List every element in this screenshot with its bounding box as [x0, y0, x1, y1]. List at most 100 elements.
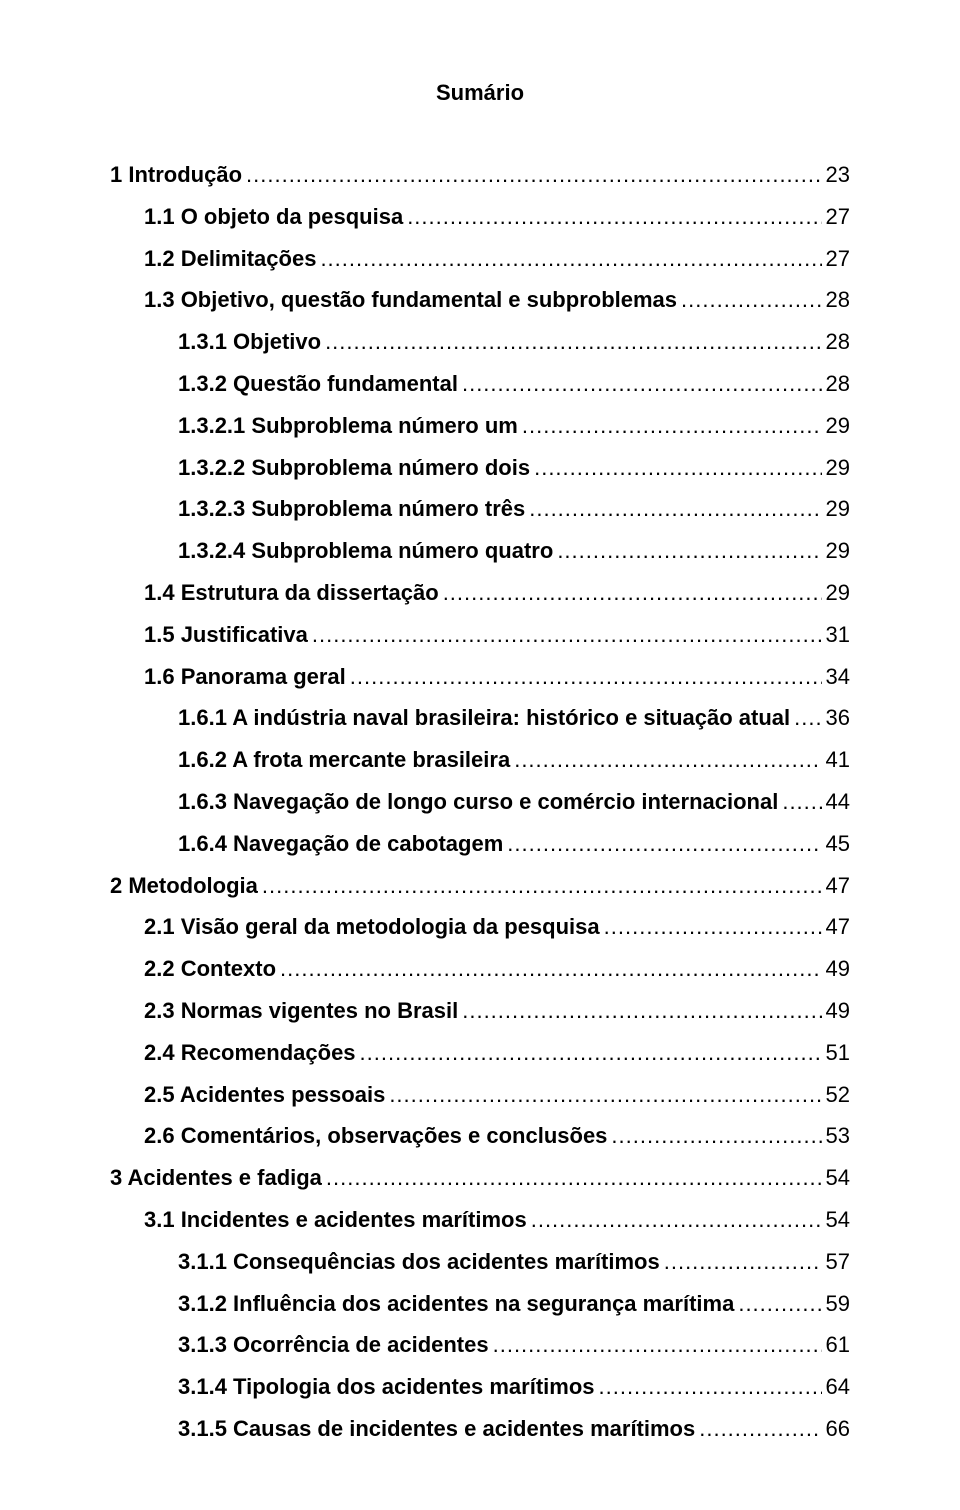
toc-entry-label: 1.5 Justificativa: [144, 614, 308, 656]
toc-entry-page: 47: [826, 865, 850, 907]
table-of-contents: 1 Introdução 231.1 O objeto da pesquisa2…: [110, 154, 850, 1450]
toc-entry: 1.2 Delimitações27: [110, 238, 850, 280]
toc-entry: 2.6 Comentários, observações e conclusõe…: [110, 1115, 850, 1157]
toc-entry: 1.6 Panorama geral 34: [110, 656, 850, 698]
toc-entry-label: 1.3.2 Questão fundamental: [178, 363, 458, 405]
toc-entry: 3.1 Incidentes e acidentes marítimos54: [110, 1199, 850, 1241]
toc-entry: 1.3 Objetivo, questão fundamental e subp…: [110, 279, 850, 321]
toc-entry-page: 57: [826, 1241, 850, 1283]
toc-entry-label: 1.3 Objetivo, questão fundamental e subp…: [144, 279, 677, 321]
toc-entry-label: 3 Acidentes e fadiga: [110, 1157, 322, 1199]
toc-entry-label: 1.3.2.1 Subproblema número um: [178, 405, 518, 447]
toc-entry-label: 2.5 Acidentes pessoais: [144, 1074, 385, 1116]
toc-entry: 3.1.2 Influência dos acidentes na segura…: [110, 1283, 850, 1325]
toc-leader-dots: [360, 1032, 822, 1074]
toc-entry-page: 41: [826, 739, 850, 781]
toc-leader-dots: [493, 1324, 822, 1366]
toc-entry-page: 47: [826, 906, 850, 948]
toc-entry-page: 53: [826, 1115, 850, 1157]
toc-entry: 1.3.1 Objetivo28: [110, 321, 850, 363]
toc-entry-page: 34: [826, 656, 850, 698]
toc-entry-label: 1 Introdução: [110, 154, 242, 196]
toc-leader-dots: [407, 196, 821, 238]
toc-entry: 1.6.1 A indústria naval brasileira: hist…: [110, 697, 850, 739]
toc-leader-dots: [782, 781, 821, 823]
toc-leader-dots: [312, 614, 822, 656]
toc-entry-page: 23: [826, 154, 850, 196]
toc-entry-page: 29: [826, 405, 850, 447]
toc-leader-dots: [262, 865, 822, 907]
toc-entry: 1.3.2.4 Subproblema número quatro 29: [110, 530, 850, 572]
toc-entry-label: 1.6.4 Navegação de cabotagem: [178, 823, 503, 865]
toc-entry-label: 3.1.5 Causas de incidentes e acidentes m…: [178, 1408, 695, 1450]
page-title: Sumário: [110, 80, 850, 106]
toc-entry-page: 29: [826, 447, 850, 489]
toc-entry-label: 1.3.1 Objetivo: [178, 321, 321, 363]
toc-entry-page: 61: [826, 1324, 850, 1366]
toc-entry-page: 64: [826, 1366, 850, 1408]
toc-leader-dots: [246, 154, 822, 196]
toc-entry-label: 1.6 Panorama geral: [144, 656, 346, 698]
toc-leader-dots: [514, 739, 821, 781]
toc-leader-dots: [507, 823, 821, 865]
toc-entry: 3.1.4 Tipologia dos acidentes marítimos 6…: [110, 1366, 850, 1408]
toc-entry-label: 2.1 Visão geral da metodologia da pesqui…: [144, 906, 600, 948]
toc-entry-label: 2.3 Normas vigentes no Brasil: [144, 990, 458, 1032]
toc-entry: 1.3.2 Questão fundamental28: [110, 363, 850, 405]
toc-leader-dots: [531, 1199, 822, 1241]
toc-entry-page: 36: [826, 697, 850, 739]
toc-leader-dots: [320, 238, 821, 280]
toc-leader-dots: [611, 1115, 821, 1157]
toc-entry: 1.1 O objeto da pesquisa27: [110, 196, 850, 238]
toc-entry-label: 1.2 Delimitações: [144, 238, 316, 280]
toc-entry-label: 1.1 O objeto da pesquisa: [144, 196, 403, 238]
toc-entry: 1 Introdução 23: [110, 154, 850, 196]
toc-leader-dots: [599, 1366, 822, 1408]
toc-leader-dots: [325, 321, 821, 363]
toc-entry-page: 29: [826, 530, 850, 572]
toc-entry-label: 2.6 Comentários, observações e conclusõe…: [144, 1115, 607, 1157]
toc-entry: 2.1 Visão geral da metodologia da pesqui…: [110, 906, 850, 948]
toc-entry-page: 45: [826, 823, 850, 865]
toc-leader-dots: [534, 447, 821, 489]
toc-entry-page: 49: [826, 948, 850, 990]
toc-entry: 1.6.3 Navegação de longo curso e comérci…: [110, 781, 850, 823]
toc-entry-label: 3.1 Incidentes e acidentes marítimos: [144, 1199, 527, 1241]
toc-leader-dots: [604, 906, 822, 948]
toc-entry-label: 2.2 Contexto: [144, 948, 276, 990]
toc-entry-page: 66: [826, 1408, 850, 1450]
toc-leader-dots: [350, 656, 822, 698]
toc-leader-dots: [389, 1074, 821, 1116]
toc-leader-dots: [462, 990, 821, 1032]
toc-entry: 3 Acidentes e fadiga 54: [110, 1157, 850, 1199]
toc-entry-label: 1.6.3 Navegação de longo curso e comérci…: [178, 781, 778, 823]
toc-entry: 2.2 Contexto 49: [110, 948, 850, 990]
document-page: Sumário 1 Introdução 231.1 O objeto da p…: [0, 0, 960, 1510]
toc-entry-page: 51: [826, 1032, 850, 1074]
toc-entry: 2.3 Normas vigentes no Brasil49: [110, 990, 850, 1032]
toc-entry: 1.3.2.2 Subproblema número dois 29: [110, 447, 850, 489]
toc-leader-dots: [699, 1408, 821, 1450]
toc-entry: 2 Metodologia 47: [110, 865, 850, 907]
toc-leader-dots: [557, 530, 821, 572]
toc-entry-label: 1.3.2.2 Subproblema número dois: [178, 447, 530, 489]
toc-entry: 1.6.2 A frota mercante brasileira41: [110, 739, 850, 781]
toc-leader-dots: [794, 697, 821, 739]
toc-leader-dots: [522, 405, 822, 447]
toc-entry-label: 3.1.4 Tipologia dos acidentes marítimos: [178, 1366, 595, 1408]
toc-entry: 2.4 Recomendações51: [110, 1032, 850, 1074]
toc-entry-label: 3.1.3 Ocorrência de acidentes: [178, 1324, 489, 1366]
toc-entry-page: 54: [826, 1157, 850, 1199]
toc-entry-label: 2 Metodologia: [110, 865, 258, 907]
toc-entry-label: 1.3.2.4 Subproblema número quatro: [178, 530, 553, 572]
toc-entry-page: 29: [826, 488, 850, 530]
toc-entry-page: 59: [826, 1283, 850, 1325]
toc-entry-label: 1.3.2.3 Subproblema número três: [178, 488, 525, 530]
toc-leader-dots: [326, 1157, 822, 1199]
toc-leader-dots: [738, 1283, 821, 1325]
toc-entry: 3.1.3 Ocorrência de acidentes 61: [110, 1324, 850, 1366]
toc-leader-dots: [443, 572, 822, 614]
toc-entry-label: 1.4 Estrutura da dissertação: [144, 572, 439, 614]
toc-entry: 1.6.4 Navegação de cabotagem 45: [110, 823, 850, 865]
toc-entry: 1.4 Estrutura da dissertação29: [110, 572, 850, 614]
